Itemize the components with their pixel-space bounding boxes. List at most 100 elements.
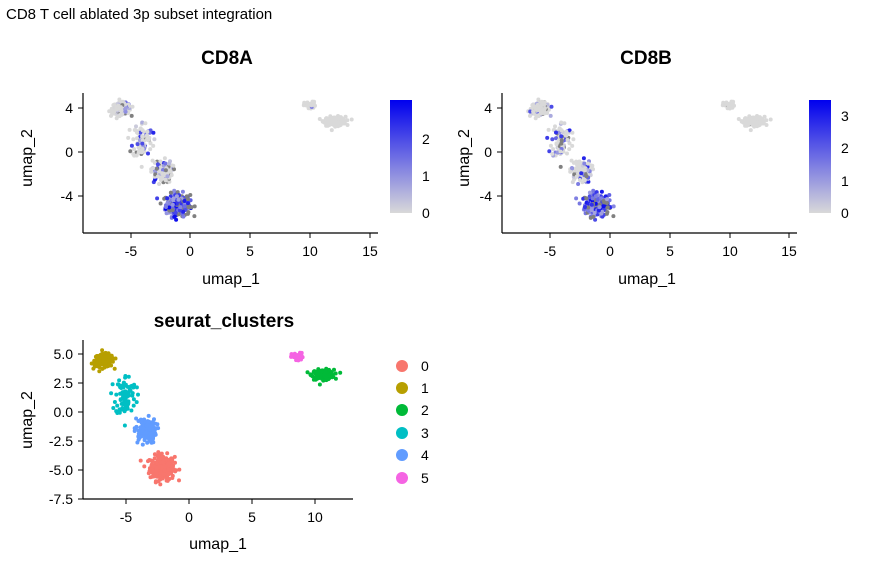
cell-point — [581, 156, 586, 161]
cell-point — [177, 208, 182, 213]
cell-point — [151, 440, 156, 445]
cell-point — [600, 214, 605, 219]
x-axis-label: umap_1 — [618, 271, 676, 288]
cell-point — [160, 460, 165, 465]
x-tick-label: 0 — [606, 243, 614, 259]
cell-point — [160, 171, 165, 176]
cell-point — [317, 117, 322, 121]
cell-point — [131, 151, 136, 156]
cell-point — [170, 463, 175, 468]
cell-point — [550, 137, 555, 142]
cell-point — [176, 197, 181, 202]
plot-title: CD8B — [620, 48, 672, 69]
cell-point — [151, 143, 156, 148]
cell-point — [134, 400, 139, 405]
cell-point — [146, 151, 150, 156]
legend-label: 4 — [421, 447, 429, 463]
cell-point — [531, 109, 536, 114]
cell-point — [169, 456, 174, 461]
plot-title: CD8A — [201, 48, 253, 69]
y-tick-label: -4 — [61, 188, 74, 204]
cell-point — [129, 408, 134, 413]
cell-point — [570, 130, 575, 135]
cell-point — [587, 190, 592, 195]
cell-point — [145, 133, 150, 138]
cell-point — [115, 107, 120, 112]
cell-point — [551, 147, 556, 152]
cell-point — [134, 424, 139, 429]
cell-point — [313, 103, 317, 108]
cell-point — [138, 425, 143, 430]
cell-point — [156, 426, 161, 431]
cell-point — [165, 478, 170, 483]
cell-point — [172, 188, 177, 193]
cell-point — [186, 205, 191, 210]
cell-point — [576, 182, 581, 186]
cell-point — [144, 430, 148, 435]
cell-point — [147, 438, 152, 443]
panel-cd8a: CD8A -5 0 5 10 15 4 0 -4 umap_1 umap_2 0… — [19, 48, 430, 288]
legend-swatch — [396, 472, 408, 484]
cell-point — [149, 458, 154, 463]
legend-swatch — [396, 382, 408, 394]
cell-point — [150, 158, 155, 163]
cell-point — [589, 202, 594, 207]
cell-point — [192, 204, 197, 209]
cell-point — [130, 104, 135, 109]
cell-point — [168, 190, 173, 195]
cell-point — [139, 164, 144, 169]
cell-point — [132, 382, 137, 387]
cell-point — [153, 172, 158, 177]
cell-point — [571, 137, 576, 142]
cell-point — [163, 161, 168, 166]
cell-point — [569, 158, 574, 163]
cell-point — [590, 163, 595, 168]
cell-point — [548, 113, 553, 118]
cell-point — [140, 134, 145, 139]
cell-point — [112, 366, 117, 371]
cell-point — [163, 168, 168, 173]
cell-point — [559, 138, 564, 143]
cell-point — [114, 392, 119, 397]
cell-point — [599, 189, 604, 194]
x-tick-label: 15 — [781, 243, 797, 259]
cell-point — [145, 129, 150, 134]
cell-point — [317, 382, 322, 387]
cell-point — [151, 130, 156, 135]
cell-point — [574, 196, 579, 201]
cell-point — [742, 116, 747, 121]
cell-point — [596, 208, 601, 213]
cell-point — [572, 177, 576, 182]
x-tick-label: -5 — [120, 509, 133, 525]
cell-point — [132, 147, 137, 152]
cell-point — [134, 416, 139, 421]
cell-point — [142, 438, 147, 443]
cell-point — [580, 168, 584, 172]
panel-seurat-clusters: seurat_clusters -5 0 5 10 5.0 2.5 0.0 -2… — [19, 311, 429, 553]
cell-point — [565, 151, 569, 156]
x-tick-label: 5 — [246, 243, 254, 259]
y-tick-label: 4 — [484, 100, 492, 116]
cell-point — [171, 468, 176, 473]
cell-point — [554, 142, 559, 147]
cell-point — [574, 162, 579, 167]
cell-point — [94, 361, 99, 366]
cell-point — [158, 159, 163, 164]
cell-point — [573, 166, 578, 171]
cell-point — [565, 138, 570, 142]
cell-point — [174, 194, 179, 199]
cell-point — [142, 417, 147, 422]
cell-point — [298, 350, 302, 355]
cell-point — [559, 134, 564, 139]
panel-cd8b: CD8B -5 0 5 10 15 4 0 -4 umap_1 umap_2 0… — [456, 48, 849, 288]
colorbar-tick-label: 1 — [422, 168, 430, 184]
cell-point — [768, 117, 773, 122]
cell-point — [327, 117, 332, 122]
cell-point — [589, 208, 594, 213]
y-tick-label: -4 — [480, 188, 493, 204]
cell-point — [165, 196, 170, 201]
cell-point — [586, 205, 591, 210]
cell-point — [147, 419, 152, 424]
cell-point — [590, 196, 595, 201]
cell-point — [119, 108, 124, 113]
